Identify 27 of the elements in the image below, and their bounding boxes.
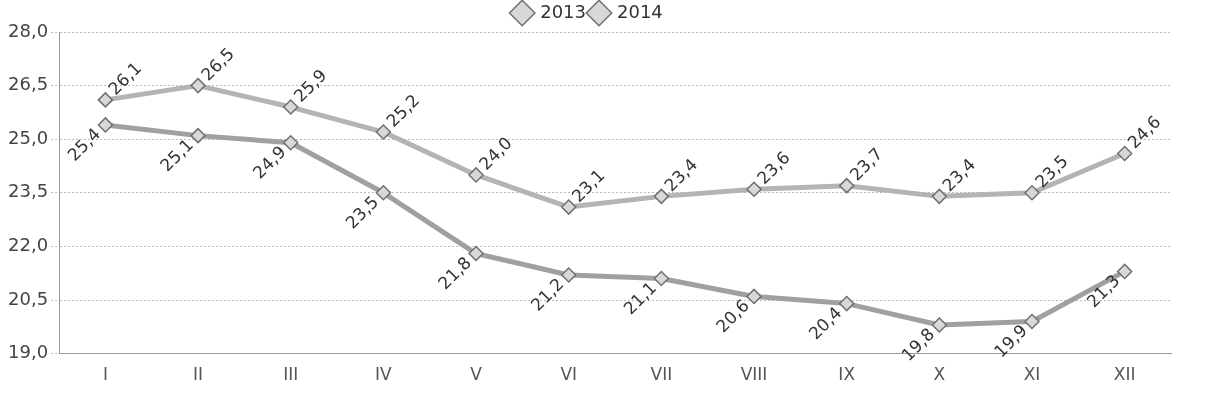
- point: [746, 288, 762, 305]
- point: [97, 117, 114, 133]
- x-tick-label: XII: [1113, 364, 1136, 385]
- x-tick-label: X: [933, 364, 946, 385]
- x-tick-label: VII: [650, 364, 673, 385]
- point: [375, 185, 392, 201]
- y-tick-label: 20,5: [8, 287, 49, 309]
- x-tick-label: VIII: [740, 364, 768, 385]
- x-tick-label: VI: [560, 364, 578, 385]
- y-tick-label: 25,0: [8, 126, 49, 148]
- x-tick-label: XI: [1023, 364, 1041, 385]
- y-tick-label: 23,5: [8, 180, 49, 202]
- x-tick-label: II: [193, 364, 204, 385]
- x-tick-label: V: [470, 364, 483, 385]
- point: [468, 245, 484, 262]
- x-tick-label: III: [283, 364, 299, 385]
- legend-label: 2013: [540, 0, 586, 22]
- x-tick-label: IX: [838, 364, 856, 385]
- y-tick-label: 22,0: [8, 234, 49, 256]
- legend-label: 2014: [617, 0, 663, 22]
- y-tick-label: 28,0: [8, 19, 49, 41]
- point: [282, 135, 299, 151]
- x-tick-label: I: [102, 364, 108, 385]
- y-tick-label: 19,0: [8, 341, 49, 363]
- point: [1024, 313, 1040, 330]
- y-tick-label: 26,5: [8, 73, 49, 95]
- x-tick-label: IV: [375, 364, 393, 385]
